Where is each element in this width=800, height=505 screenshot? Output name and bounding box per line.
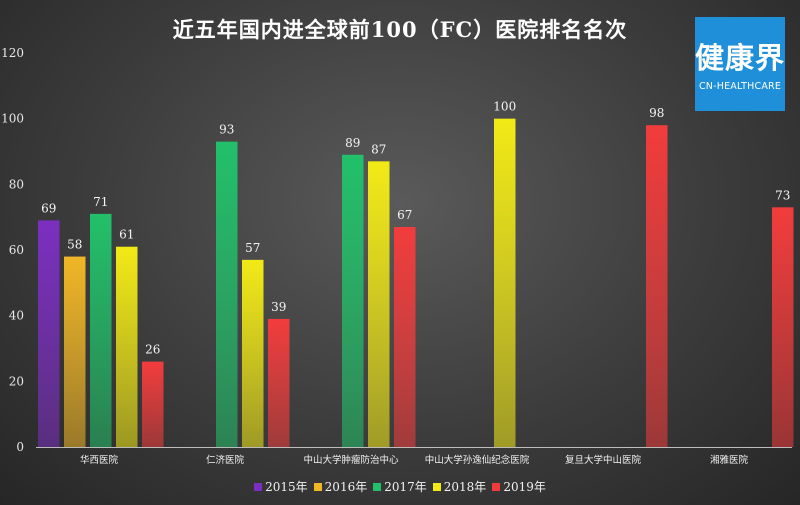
legend-label: 2015年 — [265, 480, 308, 494]
bar-2019年-复旦大学中山医院 — [646, 125, 668, 447]
bar-2019年-华西医院 — [142, 361, 164, 447]
legend-swatch — [313, 483, 322, 491]
bar-2017年-中山大学肿瘤防治中心 — [342, 154, 364, 448]
bar-2018年-中山大学孙逸仙纪念医院 — [494, 118, 516, 448]
data-label: 69 — [41, 201, 56, 215]
y-tick-label: 60 — [9, 243, 24, 257]
x-tick-label: 华西医院 — [80, 454, 119, 466]
data-label: 26 — [145, 343, 160, 357]
data-label: 71 — [93, 195, 108, 209]
y-tick-label: 20 — [9, 374, 24, 388]
data-label: 93 — [219, 123, 234, 137]
legend-label: 2019年 — [503, 480, 546, 494]
bar-2017年-华西医院 — [90, 213, 112, 447]
data-label: 87 — [371, 142, 386, 156]
bar-2018年-华西医院 — [116, 246, 138, 447]
bar-2018年-仁济医院 — [242, 259, 264, 447]
x-tick-label: 仁济医院 — [206, 454, 245, 466]
y-tick-label: 0 — [16, 440, 24, 454]
legend-item: 2017年 — [373, 478, 427, 495]
data-label: 100 — [493, 100, 516, 114]
legend-label: 2016年 — [324, 480, 368, 494]
chart-title: 近五年国内进全球前100（FC）医院排名名次 — [172, 17, 628, 42]
data-label: 57 — [245, 241, 260, 255]
x-axis: 华西医院 仁济医院 中山大学肿瘤防治中心 中山大学孙逸仙纪念医院 复旦大学中山医院 湘雅医… — [36, 447, 792, 466]
bars-group: 69 58 71 61 26 93 57 39 89 87 67 100 98 73 — [38, 100, 794, 448]
x-tick-label: 中山大学孙逸仙纪念医院 — [425, 454, 530, 466]
bar-2019年-仁济医院 — [268, 318, 290, 447]
data-label: 89 — [345, 136, 360, 150]
y-tick-label: 80 — [9, 177, 24, 191]
y-tick-label: 40 — [9, 309, 24, 323]
bar-2018年-中山大学肿瘤防治中心 — [368, 161, 390, 447]
y-tick-label: 120 — [1, 46, 24, 60]
x-tick-label: 复旦大学中山医院 — [565, 454, 642, 466]
x-tick-label: 中山大学肿瘤防治中心 — [303, 454, 399, 466]
bar-2019年-湘雅医院 — [772, 207, 794, 447]
legend: 2015年 2016年 2017年 2018年 2019年 — [0, 478, 800, 495]
legend-item: 2015年 — [254, 478, 308, 495]
bar-2016年-华西医院 — [64, 256, 86, 447]
data-label: 98 — [649, 106, 664, 120]
bar-2015年-华西医院 — [38, 220, 60, 447]
logo-sub-text: CN-HEALTHCARE — [698, 81, 782, 92]
legend-label: 2018年 — [443, 480, 487, 494]
data-label: 73 — [775, 188, 790, 202]
bar-2017年-仁济医院 — [216, 141, 238, 447]
logo-main-text: 健康界 — [695, 41, 786, 75]
legend-swatch — [492, 483, 501, 491]
data-label: 39 — [271, 300, 286, 314]
legend-item: 2016年 — [313, 478, 368, 495]
y-axis: 0 20 40 60 80 100 120 — [1, 46, 24, 454]
legend-swatch — [254, 483, 263, 491]
legend-swatch — [432, 483, 441, 491]
data-label: 61 — [119, 228, 134, 242]
data-label: 67 — [397, 208, 412, 222]
legend-item: 2018年 — [432, 478, 487, 495]
y-tick-label: 100 — [1, 112, 24, 126]
data-label: 58 — [67, 238, 82, 252]
x-tick-label: 湘雅医院 — [710, 454, 749, 466]
legend-label: 2017年 — [384, 480, 427, 494]
legend-item: 2019年 — [492, 478, 546, 495]
bar-2019年-中山大学肿瘤防治中心 — [394, 227, 416, 447]
brand-logo: 健康界 CN-HEALTHCARE — [695, 17, 785, 111]
legend-swatch — [373, 483, 382, 491]
